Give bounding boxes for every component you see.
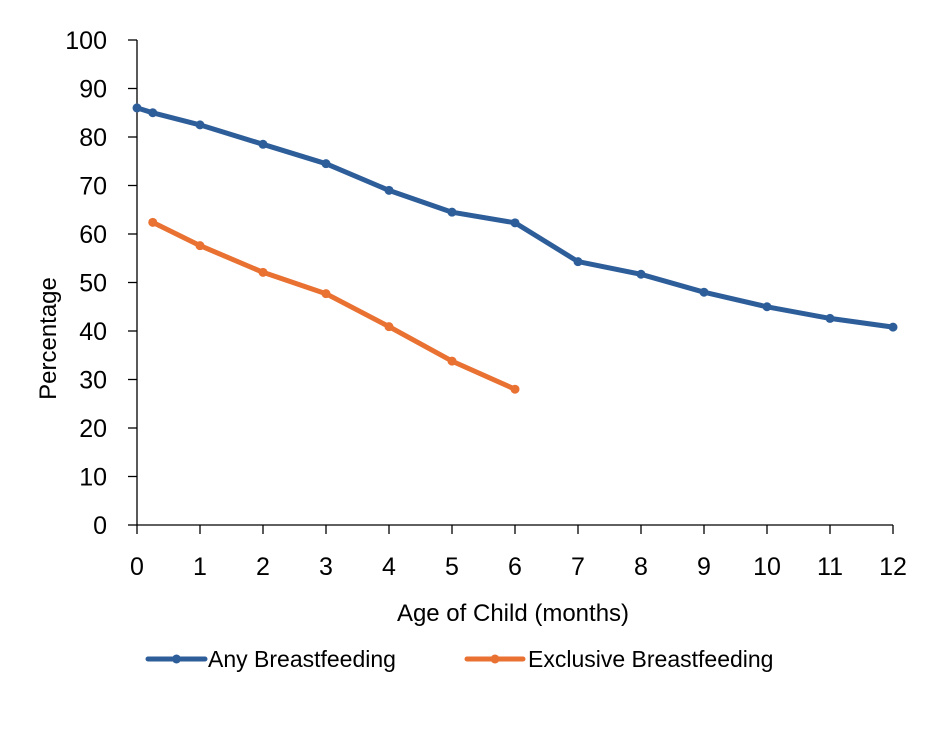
data-point [636, 269, 646, 279]
x-tick-label: 2 [256, 553, 270, 581]
x-tick-label: 6 [508, 553, 522, 581]
x-tick-label: 5 [445, 553, 459, 581]
legend-marker [490, 654, 500, 664]
x-tick-label: 12 [879, 553, 907, 581]
series-exclusive-breastfeeding [148, 217, 520, 394]
series-group [132, 103, 898, 394]
series-line [150, 219, 518, 392]
data-point [510, 384, 520, 394]
x-tick-label: 7 [571, 553, 585, 581]
legend-marker [172, 654, 181, 664]
y-tick-label: 40 [79, 318, 107, 346]
y-tick-label: 30 [79, 367, 107, 395]
x-tick-label: 0 [130, 553, 144, 581]
y-tick-label: 0 [93, 512, 107, 540]
x-tick-label: 4 [382, 553, 396, 581]
data-point [384, 322, 394, 332]
y-axis: 0 10 20 30 40 50 60 70 80 90 100 [65, 27, 138, 540]
y-tick-label: 80 [79, 124, 107, 152]
x-tick-label: 3 [319, 553, 333, 581]
data-point [573, 257, 583, 267]
y-tick-label: 90 [79, 76, 107, 104]
series-line [134, 105, 896, 330]
y-tick-label: 70 [79, 173, 107, 201]
x-tick-label: 9 [697, 553, 711, 581]
data-point [195, 120, 205, 130]
x-tick-label: 10 [753, 553, 781, 581]
x-tick-label: 1 [193, 553, 207, 581]
data-point [148, 108, 158, 118]
y-axis-title: Percentage [35, 277, 62, 400]
data-point [888, 322, 898, 332]
data-point [321, 289, 331, 299]
legend: Any Breastfeeding Exclusive Breastfeeding [145, 646, 773, 672]
data-point [699, 287, 709, 297]
series-any-breastfeeding [132, 103, 898, 332]
data-point [258, 139, 268, 149]
x-axis-title: Age of Child (months) [397, 600, 629, 627]
legend-item: Any Breastfeeding [145, 646, 396, 672]
data-point [195, 241, 205, 251]
y-tick-label: 60 [79, 221, 107, 249]
data-point [762, 302, 772, 312]
x-tick-label: 8 [634, 553, 648, 581]
legend-label: Exclusive Breastfeeding [528, 646, 773, 672]
legend-item: Exclusive Breastfeeding [464, 646, 773, 672]
y-tick-label: 20 [79, 415, 107, 443]
legend-label: Any Breastfeeding [208, 646, 396, 672]
x-tick-label: 11 [817, 553, 843, 581]
data-point [258, 267, 268, 277]
data-point [384, 185, 394, 195]
data-point [132, 103, 142, 113]
data-point [825, 313, 835, 323]
y-tick-label: 50 [79, 270, 107, 298]
data-point [321, 159, 331, 169]
x-axis: 0 1 2 3 4 5 6 7 8 9 10 11 12 [130, 524, 907, 581]
data-point [148, 217, 158, 227]
data-point [447, 207, 457, 217]
data-point [447, 356, 457, 366]
y-tick-label: 100 [65, 27, 107, 55]
y-tick-label: 10 [79, 464, 107, 492]
data-point [510, 218, 520, 228]
